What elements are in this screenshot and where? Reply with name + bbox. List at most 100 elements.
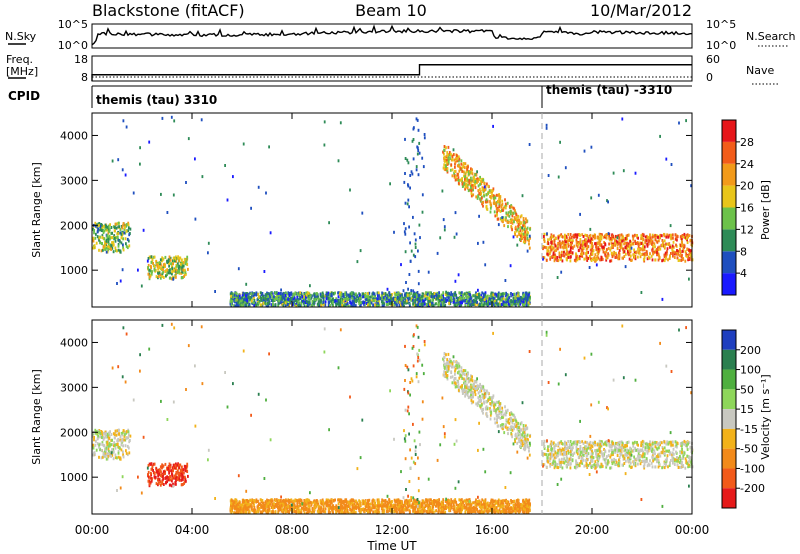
power-cell: [576, 235, 579, 239]
power-cell: [400, 297, 403, 301]
power-cell: [494, 214, 497, 218]
power-cell: [300, 301, 302, 305]
velocity-cell: [93, 451, 96, 455]
velocity-cell: [345, 509, 348, 513]
velocity-cell: [179, 473, 182, 476]
power-cell: [354, 304, 357, 308]
power-cell: [618, 233, 621, 237]
velocity-cell: [494, 508, 496, 512]
power-cell: [627, 249, 629, 253]
power-cell: [643, 256, 646, 260]
power-cell: [267, 295, 269, 299]
power-cell: [153, 264, 156, 268]
power-cell: [618, 257, 621, 261]
power-cell: [447, 155, 450, 159]
velocity-cell: [147, 479, 150, 483]
power-cell: [455, 303, 458, 307]
velocity-cell: [107, 447, 110, 451]
power-cell: [633, 255, 636, 259]
velocity-cell: [338, 509, 340, 513]
velocity-cell: [311, 501, 313, 505]
power-cell: [661, 297, 664, 301]
power-cell: [457, 296, 460, 300]
power-cell: [369, 304, 372, 307]
power-cell: [308, 301, 310, 305]
power-cell: [351, 304, 354, 308]
power-cell: [252, 301, 255, 305]
power-cell: [335, 297, 338, 301]
velocity-cell: [449, 509, 452, 513]
power-cell: [521, 234, 523, 238]
power-cell: [339, 291, 342, 295]
power-cell: [585, 252, 587, 256]
power-cell: [166, 211, 169, 214]
power-cell: [409, 297, 411, 301]
noise-left-tick-top: 10^5: [58, 18, 88, 31]
power-cell: [179, 266, 182, 269]
velocity-cell: [175, 479, 177, 483]
velocity-cell: [148, 482, 151, 486]
power-cell: [583, 149, 586, 153]
power-cell: [260, 296, 262, 300]
velocity-cell: [180, 483, 183, 487]
power-cell: [542, 247, 544, 251]
power-cell: [160, 259, 163, 263]
power-cell: [108, 229, 111, 233]
power-cell: [626, 241, 628, 245]
power-cell: [449, 293, 452, 297]
power-cell: [285, 296, 288, 300]
power-cell: [487, 294, 489, 298]
power-cell: [404, 172, 406, 175]
power-cell: [615, 255, 617, 259]
power-cell: [280, 297, 283, 301]
power-cell: [672, 251, 674, 255]
power-cell: [477, 241, 479, 245]
velocity-cell: [370, 506, 373, 510]
velocity-cell: [119, 438, 122, 442]
power-cell: [207, 241, 210, 245]
power-cell: [485, 299, 487, 303]
power-cell: [687, 258, 689, 262]
power-cell: [492, 298, 494, 302]
power-cell: [463, 296, 465, 300]
power-cell: [511, 221, 514, 225]
power-cell: [657, 258, 660, 262]
power-cell: [178, 256, 180, 260]
power-cell: [112, 243, 115, 247]
power-panel-bg: [92, 113, 692, 307]
power-cell: [282, 291, 285, 295]
power-cell: [414, 242, 417, 246]
power-cell: [688, 277, 690, 281]
power-cell: [546, 249, 549, 253]
power-cell: [616, 236, 619, 240]
power-cell: [394, 297, 397, 301]
power-cell: [674, 251, 677, 255]
velocity-cell: [451, 500, 453, 503]
power-cell: [182, 264, 185, 268]
power-cell: [519, 302, 522, 306]
power-cell: [480, 303, 483, 307]
power-cell: [653, 242, 656, 246]
power-cell: [543, 245, 546, 249]
power-cell: [609, 259, 611, 263]
power-cell: [654, 233, 656, 237]
power-cell: [486, 199, 489, 203]
velocity-cell: [300, 508, 302, 512]
power-cell: [447, 158, 450, 162]
power-cell: [607, 246, 610, 250]
power-cell: [279, 300, 282, 304]
velocity-cell: [177, 473, 180, 477]
power-cell: [499, 209, 502, 213]
power-cell: [563, 250, 565, 254]
velocity-cell: [102, 452, 105, 456]
power-cell: [453, 171, 455, 175]
power-cell: [429, 302, 431, 306]
velocity-cell: [335, 504, 338, 508]
power-cell: [646, 244, 649, 248]
power-cell: [112, 241, 115, 245]
power-cell: [292, 301, 294, 305]
power-cell: [162, 270, 164, 274]
power-cell: [567, 255, 570, 259]
power-cell: [109, 237, 111, 241]
power-cell: [257, 293, 259, 296]
